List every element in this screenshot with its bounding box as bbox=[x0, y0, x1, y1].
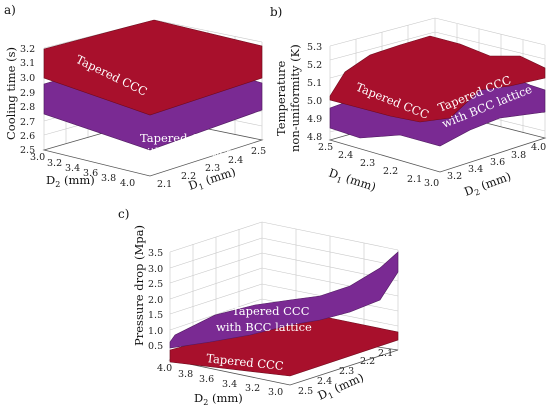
panel-c-ytick: 2.1 bbox=[378, 348, 393, 359]
panel-a: a) Tapered CCC Tapered CCC with BCC latt… bbox=[4, 3, 266, 193]
panel-a-ytick: 2.2 bbox=[181, 171, 196, 182]
panel-b-yticks: 3.0 3.2 3.4 3.6 3.8 4.0 bbox=[424, 142, 546, 189]
panel-b-ztick: 5.2 bbox=[307, 60, 322, 71]
panel-b-xtick: 2.5 bbox=[318, 142, 333, 153]
panel-c-xlabel: D2 (mm) bbox=[194, 391, 243, 407]
panel-a-ytick: 2.4 bbox=[228, 155, 243, 166]
panel-a-xtick: 3.6 bbox=[83, 168, 98, 179]
panel-c-label-bcc-1: Tapered CCC bbox=[232, 304, 310, 318]
panel-b-surface-tapered bbox=[329, 35, 546, 123]
panel-c-xtick: 3.2 bbox=[245, 383, 260, 394]
panel-a-ytick: 2.1 bbox=[157, 179, 172, 190]
panel-a-ztick: 2.8 bbox=[20, 102, 35, 113]
panel-c-ztick: 2.5 bbox=[148, 279, 163, 290]
panel-b-label: b) bbox=[270, 5, 282, 19]
panel-b-xticks: 2.5 2.4 2.3 2.2 2.1 bbox=[318, 142, 422, 185]
panel-b-zlabel-line2: non-uniformity (K) bbox=[288, 44, 302, 152]
panel-c-ytick: 2.2 bbox=[360, 356, 375, 367]
panel-c-xtick: 3.0 bbox=[268, 387, 283, 398]
panel-c-ytick: 2.5 bbox=[298, 386, 313, 397]
panel-a-ztick: 3.1 bbox=[20, 58, 35, 69]
panel-a-ytick: 2.3 bbox=[205, 163, 220, 174]
panel-c-xtick: 4.0 bbox=[157, 363, 172, 374]
panel-c-zticks: 3.5 3.0 2.5 2.0 1.5 1.0 0.5 bbox=[148, 248, 163, 352]
panel-b-zlabel-line1: Temperature bbox=[274, 60, 288, 136]
panel-c-ztick: 3.5 bbox=[148, 248, 163, 259]
panel-b-ytick: 3.6 bbox=[490, 157, 505, 168]
panel-a-zticks: 3.2 3.1 3.0 2.9 2.8 2.7 2.6 2.5 bbox=[20, 44, 35, 156]
panel-a-xtick: 3.0 bbox=[30, 152, 45, 163]
panel-c-ytick: 2.3 bbox=[339, 366, 354, 377]
panel-b-zticks: 5.3 5.2 5.1 5.0 4.9 4.8 bbox=[307, 42, 322, 143]
panel-a-xlabel: D2 (mm) bbox=[46, 173, 95, 189]
panel-a-ztick: 3.2 bbox=[20, 44, 35, 55]
panel-c-label: c) bbox=[118, 207, 129, 221]
panel-a-ztick: 2.6 bbox=[20, 131, 35, 142]
panel-b-ytick: 3.2 bbox=[447, 171, 462, 182]
panel-a-label: a) bbox=[4, 3, 16, 17]
panel-a-ztick: 2.9 bbox=[20, 88, 35, 99]
panel-c-ztick: 1.5 bbox=[148, 310, 163, 321]
panel-b-xtick: 2.4 bbox=[338, 150, 353, 161]
panel-a-ztick: 2.7 bbox=[20, 117, 35, 128]
panel-c-ztick: 3.0 bbox=[148, 264, 163, 275]
panel-b-ztick: 4.8 bbox=[307, 132, 322, 143]
panel-c-ytick: 2.4 bbox=[317, 376, 332, 387]
panel-c-yticks: 2.5 2.4 2.3 2.2 2.1 bbox=[298, 348, 393, 397]
panel-b-ytick: 3.0 bbox=[424, 178, 439, 189]
panel-c-xticks: 4.0 3.8 3.6 3.4 3.2 3.0 bbox=[157, 363, 283, 398]
panel-a-xtick: 3.2 bbox=[47, 158, 62, 169]
panel-b-xtick: 2.3 bbox=[360, 158, 375, 169]
panel-b-xtick: 2.2 bbox=[383, 166, 398, 177]
panel-b-xtick: 2.1 bbox=[407, 174, 422, 185]
panel-a-yticks: 2.1 2.2 2.3 2.4 2.5 bbox=[157, 146, 266, 190]
panel-c-surface-bcc bbox=[169, 251, 399, 349]
panel-b-ztick: 5.1 bbox=[307, 78, 322, 89]
panel-a-surface-tapered bbox=[43, 19, 263, 116]
panel-b-ytick: 3.8 bbox=[511, 150, 526, 161]
panel-b-ztick: 5.0 bbox=[307, 96, 322, 107]
panel-c-xtick: 3.8 bbox=[178, 369, 193, 380]
panel-b-ztick: 5.3 bbox=[307, 42, 322, 53]
panel-a-xtick: 4.0 bbox=[120, 178, 135, 189]
panel-b-ytick: 3.4 bbox=[468, 164, 483, 175]
panel-c-ztick: 2.0 bbox=[148, 295, 163, 306]
panel-a-zlabel: Cooling time (s) bbox=[4, 47, 18, 140]
panel-b-ytick: 4.0 bbox=[531, 142, 546, 153]
panel-a-xtick: 3.8 bbox=[101, 173, 116, 184]
panel-c: c) Tapered CCC with BCC lattice Tapered … bbox=[118, 207, 399, 407]
panel-c-xtick: 3.4 bbox=[222, 379, 237, 390]
panel-b-xlabel: D1 (mm) bbox=[326, 166, 377, 196]
panel-a-ztick: 3.0 bbox=[20, 73, 35, 84]
panel-a-xtick: 3.4 bbox=[65, 163, 80, 174]
panel-c-xtick: 3.6 bbox=[199, 374, 214, 385]
panel-b: b) Tapered CCC Tapered CCC with BCC latt… bbox=[270, 5, 547, 199]
panel-a-label-bcc-2: with BCC lattice bbox=[137, 145, 233, 159]
panel-a-ztick: 2.5 bbox=[20, 145, 35, 156]
panel-a-label-bcc-1: Tapered CCC bbox=[140, 131, 218, 145]
panel-c-zlabel: Pressure drop (Mpa) bbox=[132, 225, 146, 346]
panel-c-label-bcc-2: with BCC lattice bbox=[216, 320, 312, 334]
panel-a-xticks: 3.0 3.2 3.4 3.6 3.8 4.0 bbox=[30, 152, 135, 189]
panel-a-ytick: 2.5 bbox=[251, 146, 266, 157]
panel-c-ztick: 0.5 bbox=[148, 341, 163, 352]
panel-c-ztick: 1.0 bbox=[148, 326, 163, 337]
panel-b-ztick: 4.9 bbox=[307, 114, 322, 125]
